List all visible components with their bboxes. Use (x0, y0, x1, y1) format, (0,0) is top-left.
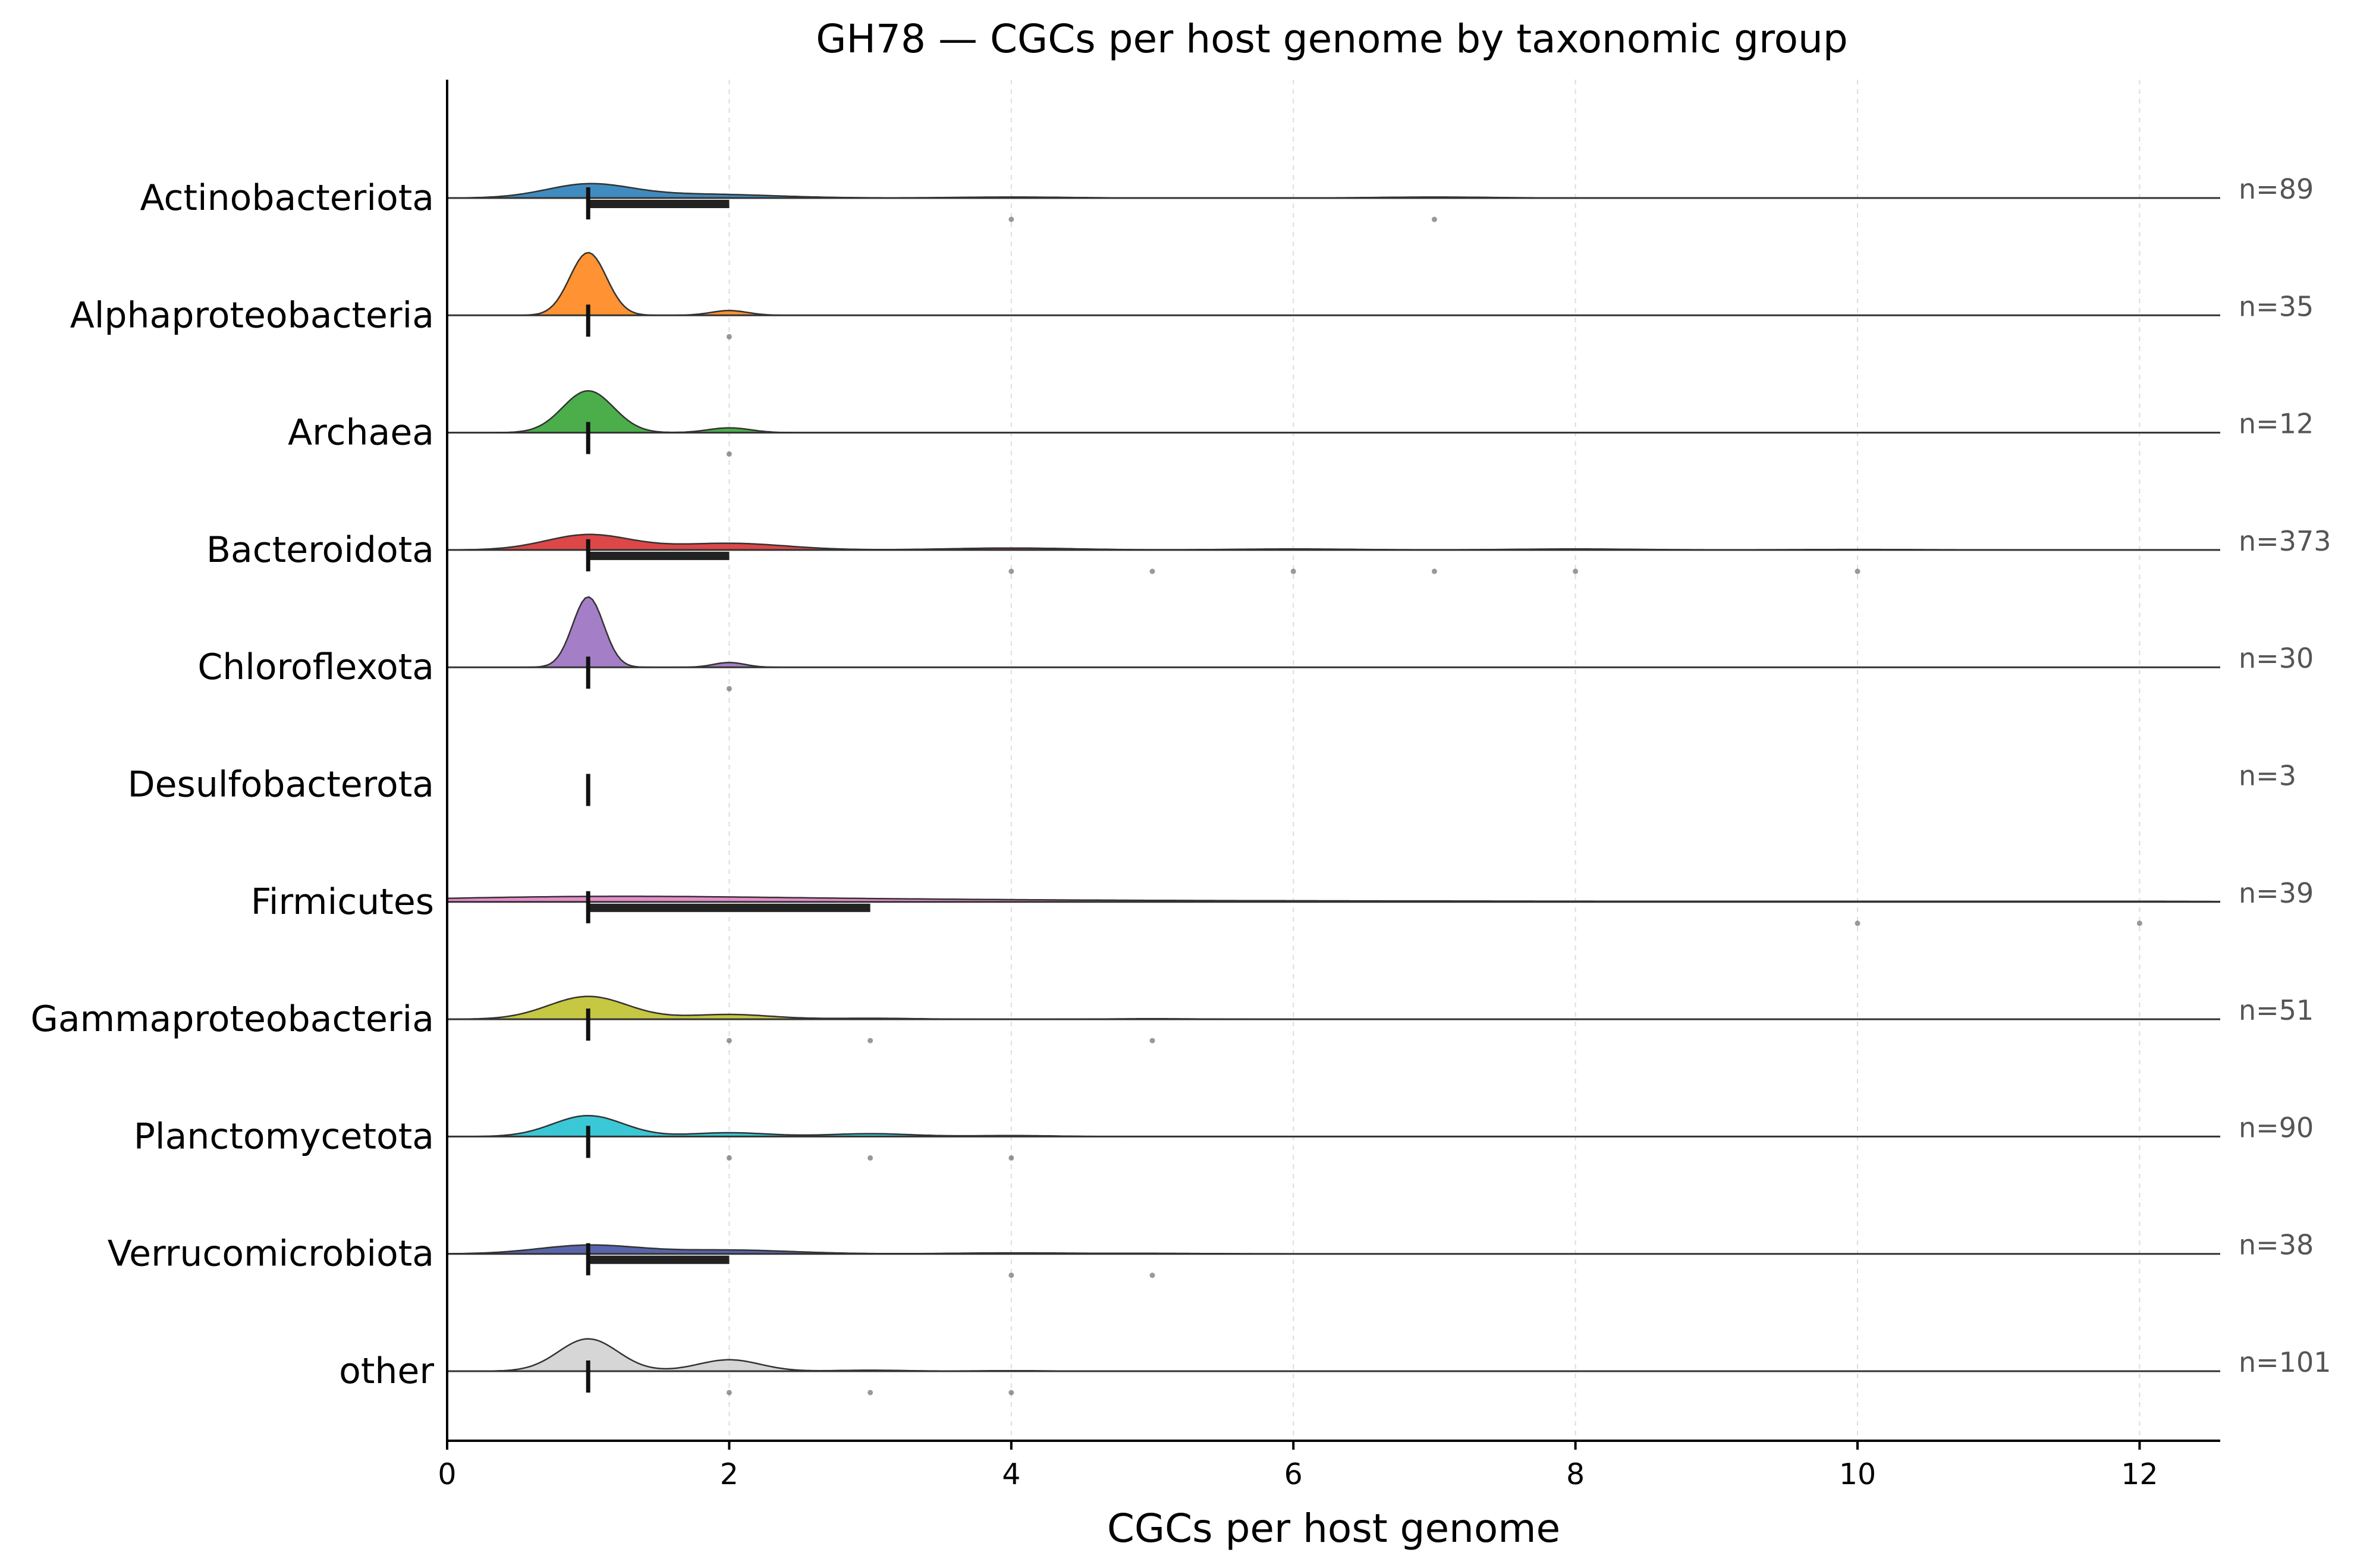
x-tick-label: 10 (1839, 1457, 1876, 1491)
outlier-point (726, 1155, 732, 1161)
sample-size-label: n=30 (2239, 642, 2314, 674)
outlier-point (1431, 216, 1437, 222)
x-tick-label: 4 (1002, 1457, 1020, 1491)
iqr-bar (588, 200, 730, 208)
outlier-point (1008, 216, 1014, 222)
sample-size-label: n=89 (2239, 173, 2314, 205)
category-label: Actinobacteriota (140, 177, 434, 219)
x-axis-ticks: 0 2 4 6 8 10 12 (438, 1441, 2158, 1491)
density-fill (447, 391, 2220, 433)
density-fill (447, 534, 2220, 550)
ridge-bacteroidota: Bacteroidota n=373 (206, 525, 2331, 574)
chart-title: GH78 — CGCs per host genome by taxonomic… (816, 16, 1848, 62)
x-tick-label: 2 (720, 1457, 738, 1491)
density-fill (447, 996, 2220, 1020)
outlier-point (868, 1390, 873, 1396)
x-tick-label: 12 (2121, 1457, 2158, 1491)
ridge-verrucomicrobiota: Verrucomicrobiota n=38 (108, 1229, 2314, 1278)
outlier-point (726, 451, 732, 457)
outlier-point (1008, 1390, 1014, 1396)
ridge-archaea: Archaea n=12 (288, 389, 2314, 457)
ridges: Actinobacteriota n=89 Alphaproteobacteria n… (30, 173, 2331, 1396)
category-label: Archaea (288, 412, 434, 454)
category-label: Desulfobacterota (127, 764, 434, 806)
outlier-point (1008, 1155, 1014, 1161)
category-label: Firmicutes (251, 881, 434, 923)
iqr-bar (588, 903, 870, 912)
ridge-gammaproteobacteria: Gammaproteobacteria n=51 (30, 994, 2314, 1044)
ridge-actinobacteriota: Actinobacteriota n=89 (140, 173, 2314, 222)
outlier-point (2136, 920, 2142, 926)
density-outline (447, 1114, 2220, 1137)
density-fill (447, 1115, 2220, 1137)
density-fill (447, 896, 2220, 902)
outlier-point (1008, 1272, 1014, 1278)
sample-size-label: n=373 (2239, 525, 2331, 557)
outlier-point (726, 1038, 732, 1044)
outlier-point (868, 1155, 873, 1161)
sample-size-label: n=51 (2239, 994, 2314, 1026)
density-fill (447, 252, 2220, 316)
iqr-bar (588, 1255, 730, 1264)
category-label: other (339, 1350, 434, 1392)
category-label: Bacteroidota (206, 529, 434, 571)
vertical-grid (728, 80, 2141, 1441)
ridge-firmicutes: Firmicutes n=39 (251, 877, 2314, 926)
sample-size-label: n=35 (2239, 290, 2314, 322)
outlier-point (868, 1038, 873, 1044)
ridge-desulfobacterota: Desulfobacterota n=3 (127, 760, 2296, 806)
density-outline (447, 596, 2220, 668)
x-tick-label: 8 (1566, 1457, 1585, 1491)
outlier-point (1431, 568, 1437, 574)
density-fill (447, 597, 2220, 668)
outlier-point (1149, 1272, 1155, 1278)
ridge-planctomycetota: Planctomycetota n=90 (134, 1111, 2314, 1161)
sample-size-label: n=3 (2239, 760, 2296, 792)
outlier-point (1149, 1038, 1155, 1044)
density-outline (447, 389, 2220, 433)
sample-size-label: n=39 (2239, 877, 2314, 909)
category-label: Planctomycetota (134, 1115, 434, 1157)
x-tick-label: 0 (438, 1457, 456, 1491)
sample-size-label: n=38 (2239, 1229, 2314, 1261)
outlier-point (726, 686, 732, 692)
outlier-point (726, 1390, 732, 1396)
x-tick-label: 6 (1284, 1457, 1303, 1491)
category-label: Chloroflexota (197, 646, 434, 688)
outlier-point (726, 334, 732, 340)
category-label: Verrucomicrobiota (108, 1233, 434, 1275)
density-fill (447, 183, 2220, 198)
sample-size-label: n=101 (2239, 1346, 2331, 1378)
outlier-point (1573, 568, 1579, 574)
category-label: Gammaproteobacteria (30, 998, 434, 1040)
outlier-point (1008, 568, 1014, 574)
ridge-other: other n=101 (339, 1338, 2331, 1396)
sample-size-label: n=90 (2239, 1111, 2314, 1143)
ridge-chloroflexota: Chloroflexota n=30 (197, 596, 2314, 692)
ridge-alphaproteobacteria: Alphaproteobacteria n=35 (70, 252, 2314, 340)
density-fill (447, 1338, 2220, 1371)
outlier-point (1855, 568, 1860, 574)
category-label: Alphaproteobacteria (70, 294, 434, 336)
outlier-point (1855, 920, 1860, 926)
outlier-point (1149, 568, 1155, 574)
sample-size-label: n=12 (2239, 408, 2314, 440)
outlier-point (1290, 568, 1296, 574)
x-axis-title: CGCs per host genome (1107, 1506, 1560, 1551)
iqr-bar (588, 551, 730, 560)
density-outline (447, 252, 2220, 316)
